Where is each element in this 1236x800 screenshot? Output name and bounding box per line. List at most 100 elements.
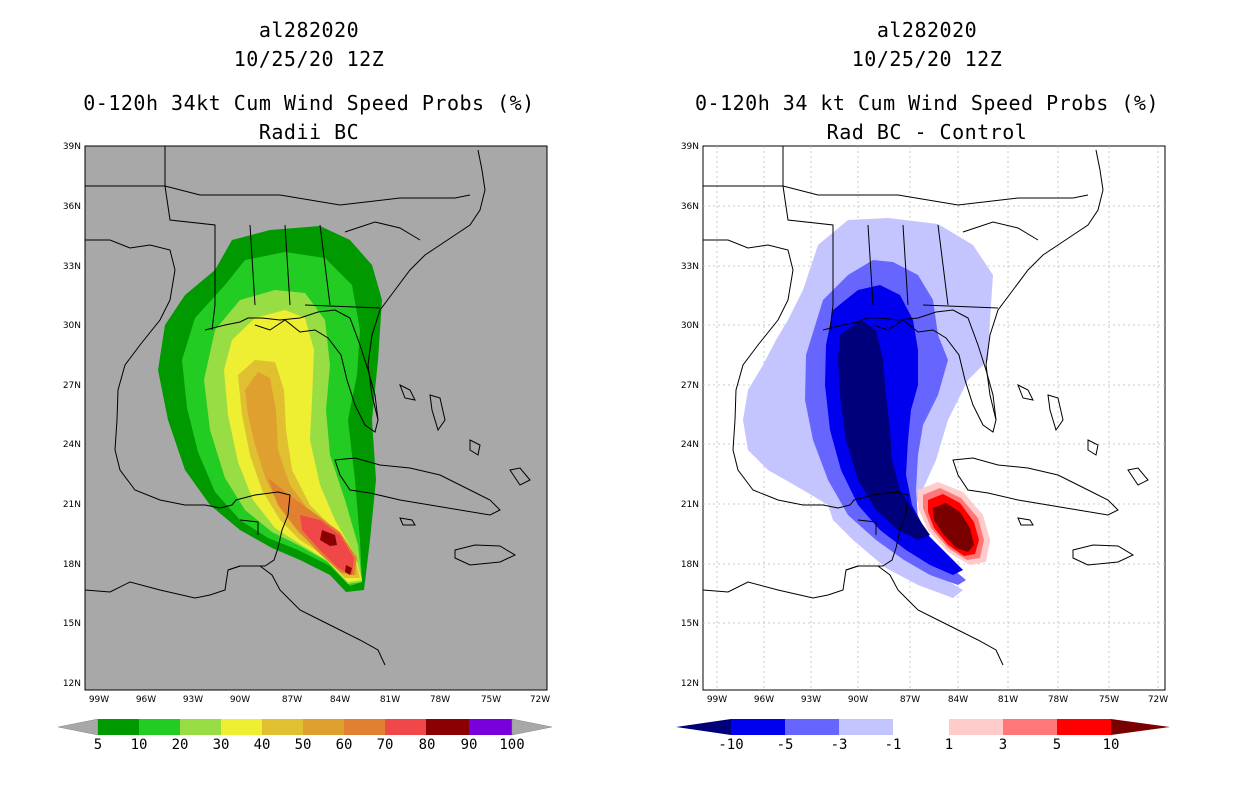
colorbar-swatch: [785, 719, 839, 735]
colorbar-label: -10: [718, 737, 743, 753]
colorbar-swatch: [221, 719, 262, 735]
colorbar-label: 3: [999, 737, 1007, 753]
product-title: 0-120h 34 kt Cum Wind Speed Probs (%): [694, 91, 1160, 115]
coastline: [702, 146, 1149, 666]
colorbar-label: 40: [254, 737, 271, 753]
lat-label: 18N: [63, 560, 81, 570]
colorbar-swatch: [262, 719, 303, 735]
lat-label: 27N: [681, 381, 699, 391]
lat-labels: 39N 36N 33N 30N 27N 24N 21N 18N 15N 12N: [681, 142, 699, 689]
lat-label: 21N: [63, 500, 81, 510]
lon-label: 90W: [848, 695, 868, 705]
colorbar-label: -5: [777, 737, 794, 753]
left-map: 39N 36N 33N 30N 27N 24N 21N 18N 15N 12N …: [57, 142, 553, 753]
lon-label: 84W: [948, 695, 968, 705]
datetime: 10/25/20 12Z: [851, 47, 1003, 71]
right-map: 39N 36N 33N 30N 27N 24N 21N 18N 15N 12N …: [676, 142, 1170, 753]
lat-label: 12N: [681, 679, 699, 689]
lat-label: 30N: [681, 321, 699, 331]
colorbar-swatch: [344, 719, 385, 735]
colorbar-swatch: [385, 719, 426, 735]
colorbar-right-arrow: [1111, 719, 1170, 735]
lon-label: 96W: [136, 695, 156, 705]
colorbar-swatch: [1057, 719, 1111, 735]
colorbar: 5 10 20 30 40 50 60 70 80 90 100: [57, 718, 553, 753]
lon-label: 93W: [183, 695, 203, 705]
coastline: [84, 146, 531, 666]
colorbar-label: 5: [1053, 737, 1061, 753]
left-panel: al282020 10/25/20 12Z 0-120h 34kt Cum Wi…: [57, 18, 553, 753]
lat-label: 24N: [681, 440, 699, 450]
colorbar-label: 1: [945, 737, 953, 753]
lat-label: 36N: [681, 202, 699, 212]
lat-label: 12N: [63, 679, 81, 689]
colorbar-swatch: [893, 719, 949, 735]
colorbar-label: 60: [336, 737, 353, 753]
lat-label: 27N: [63, 381, 81, 391]
colorbar-swatch: [180, 719, 221, 735]
contour-50: [245, 372, 356, 575]
lon-label: 75W: [1099, 695, 1119, 705]
lat-label: 36N: [63, 202, 81, 212]
probability-contours: [158, 226, 382, 592]
colorbar-swatch: [839, 719, 893, 735]
colorbar-swatch: [1003, 719, 1057, 735]
lon-labels: 99W 96W 93W 90W 87W 84W 81W 78W 75W 72W: [89, 695, 550, 705]
lon-labels: 99W 96W 93W 90W 87W 84W 81W 78W 75W 72W: [707, 695, 1168, 705]
contour-70: [300, 515, 354, 575]
panel-subtitle: Rad BC - Control: [826, 120, 1028, 144]
lon-label: 78W: [1048, 695, 1068, 705]
lon-label: 81W: [380, 695, 400, 705]
lon-label: 90W: [230, 695, 250, 705]
colorbar-swatch: [303, 719, 344, 735]
colorbar-label: 5: [94, 737, 102, 753]
lat-label: 39N: [681, 142, 699, 152]
lon-label: 78W: [430, 695, 450, 705]
lon-label: 99W: [707, 695, 727, 705]
colorbar-swatch: [139, 719, 180, 735]
lon-label: 99W: [89, 695, 109, 705]
contour-80-b: [345, 565, 352, 575]
lon-label: 93W: [801, 695, 821, 705]
colorbar-label: 30: [213, 737, 230, 753]
colorbar-label: 100: [499, 737, 524, 753]
colorbar-label: -3: [831, 737, 848, 753]
lon-label: 87W: [282, 695, 302, 705]
lat-label: 33N: [63, 262, 81, 272]
contour-80: [320, 530, 337, 546]
lat-label: 18N: [681, 560, 699, 570]
lat-labels: 39N 36N 33N 30N 27N 24N 21N 18N 15N 12N: [63, 142, 81, 689]
colorbar-label: 10: [131, 737, 148, 753]
lon-label: 72W: [530, 695, 550, 705]
difference-contours: [743, 218, 993, 598]
colorbar-label: 70: [377, 737, 394, 753]
colorbar-label: 80: [419, 737, 436, 753]
storm-id: al282020: [876, 18, 978, 42]
lat-label: 15N: [681, 619, 699, 629]
colorbar-left-arrow: [676, 719, 731, 735]
product-title: 0-120h 34kt Cum Wind Speed Probs (%): [83, 91, 535, 115]
colorbar-swatch: [469, 719, 512, 735]
lon-label: 72W: [1148, 695, 1168, 705]
colorbar-label: 50: [295, 737, 312, 753]
colorbar-swatch: [426, 719, 469, 735]
lon-label: 84W: [330, 695, 350, 705]
datetime: 10/25/20 12Z: [233, 47, 385, 71]
lat-label: 30N: [63, 321, 81, 331]
lat-label: 15N: [63, 619, 81, 629]
lon-label: 96W: [754, 695, 774, 705]
colorbar-label: 10: [1103, 737, 1120, 753]
storm-id: al282020: [258, 18, 360, 42]
colorbar-label: 20: [172, 737, 189, 753]
colorbar-swatch: [949, 719, 1003, 735]
lon-label: 87W: [900, 695, 920, 705]
panel-subtitle: Radii BC: [258, 120, 360, 144]
contour-neg-10: [838, 320, 930, 540]
lat-label: 33N: [681, 262, 699, 272]
colorbar: -10 -5 -3 -1 1 3 5 10: [676, 719, 1170, 753]
lat-label: 24N: [63, 440, 81, 450]
colorbar-left-arrow: [57, 718, 99, 736]
contour-pos-10: [933, 503, 974, 552]
lon-label: 81W: [998, 695, 1018, 705]
colorbar-right-arrow: [511, 718, 553, 736]
